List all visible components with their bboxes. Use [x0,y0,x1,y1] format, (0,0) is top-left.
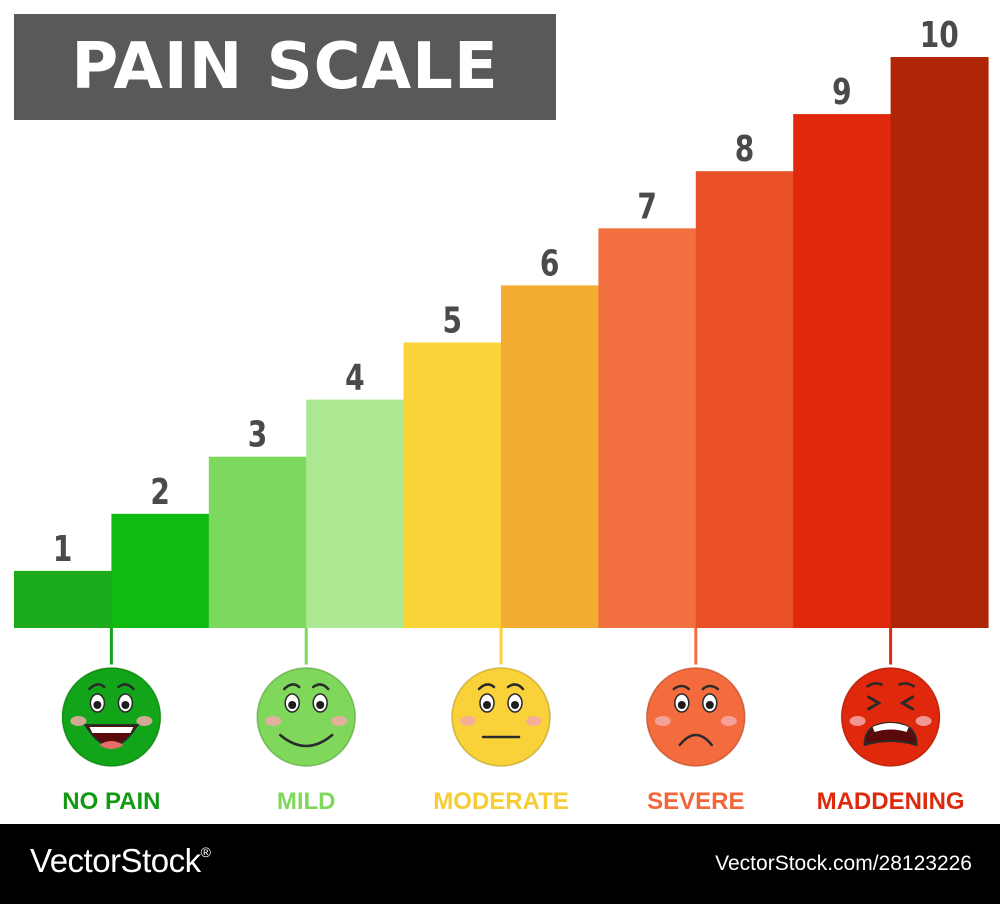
cheek-right [915,716,932,726]
bar-1 [14,570,112,628]
bar-value-label: 5 [443,299,463,341]
pupil [705,701,714,709]
brow-right [506,683,525,691]
watermark-bar: VectorStock® VectorStock.com/28123226 [0,824,1000,904]
face-rim [61,667,162,767]
no-pain-face-icon [58,664,164,770]
pupil [121,701,130,709]
bar-7 [598,228,697,629]
moderate-face-icon [448,664,554,770]
brow-right [117,683,135,691]
watermark-brand: VectorStock® [30,842,211,880]
watermark-image-id: VectorStock.com/28123226 [715,852,972,875]
bar-2 [111,513,210,628]
brow-right [311,683,330,691]
eye-left [867,695,882,711]
mild-face-icon [253,664,359,770]
moderate-label: MODERATE [433,788,569,815]
faces-layer: NO PAIN MILD MODERATE SEVERE MADDENING [58,628,965,815]
cheek-right [136,716,153,726]
face-mild: MILD [253,628,359,815]
face-rim [645,667,746,767]
chart-title: PAIN SCALE [71,30,499,104]
severe-label: SEVERE [647,788,744,815]
tongue [99,741,124,749]
title-banner: PAIN SCALE [14,14,556,120]
bar-value-label: 2 [150,470,170,512]
mild-label: MILD [277,788,336,815]
face-moderate: MODERATE [433,628,569,815]
cheek-left [654,716,671,726]
maddening-label: MADDENING [817,788,965,815]
bar-value-label: 10 [920,14,959,56]
bar-value-label: 1 [53,527,73,569]
teeth [872,723,909,732]
cheek-right [526,716,542,726]
brow-left [865,682,884,689]
teeth [89,727,134,733]
face-rim [451,667,551,767]
watermark-registered-mark: ® [200,844,211,860]
no-pain-label: NO PAIN [62,788,160,815]
bar-value-label: 9 [832,71,852,113]
pupil [93,701,102,709]
cheek-left [265,716,282,726]
bar-4 [306,399,405,628]
brow-left [477,683,496,691]
brow-right [701,684,720,691]
face-no-pain: NO PAIN [58,628,164,815]
watermark-brand-text: VectorStock [30,842,201,879]
bar-9 [793,114,892,629]
bar-5 [403,342,502,628]
mouth [678,733,714,747]
bar-value-label: 3 [248,413,268,455]
bar-value-label: 8 [735,128,755,170]
bar-value-label: 7 [637,185,657,227]
face-severe: SEVERE [643,628,749,815]
eye-right [899,695,915,711]
mouth [278,733,334,748]
severe-face-icon [643,664,749,770]
cheek-left [70,716,87,726]
cheek-right [720,716,737,726]
bar-value-label: 6 [540,242,560,284]
pain-scale-chart: 1 2 3 4 5 6 7 8 9 10 NO PAIN MILD MODERATE SEVERE MAD… [14,14,989,815]
cheek-left [460,716,476,726]
bar-10 [890,57,989,628]
pupil [288,701,297,709]
bar-value-labels: 1 2 3 4 5 6 7 8 9 10 [53,14,959,570]
brow-left [88,683,106,691]
brow-right [898,682,916,689]
bar-3 [208,456,307,628]
cheek-left [849,716,866,726]
pupil [511,701,519,709]
bars-layer [14,57,989,629]
pupil [677,701,686,709]
bar-6 [501,285,599,628]
cheek-right [331,716,348,726]
face-maddening: MADDENING [817,628,965,815]
bar-value-label: 4 [345,356,365,398]
brow-left [282,683,301,691]
face-rim [840,667,941,767]
brow-left [672,684,691,691]
pupil [483,701,491,709]
face-rim [256,667,357,767]
pupil [316,701,325,709]
bar-8 [695,171,794,628]
